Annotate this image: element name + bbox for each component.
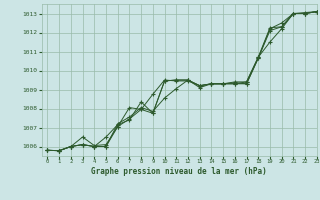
X-axis label: Graphe pression niveau de la mer (hPa): Graphe pression niveau de la mer (hPa) [91, 167, 267, 176]
